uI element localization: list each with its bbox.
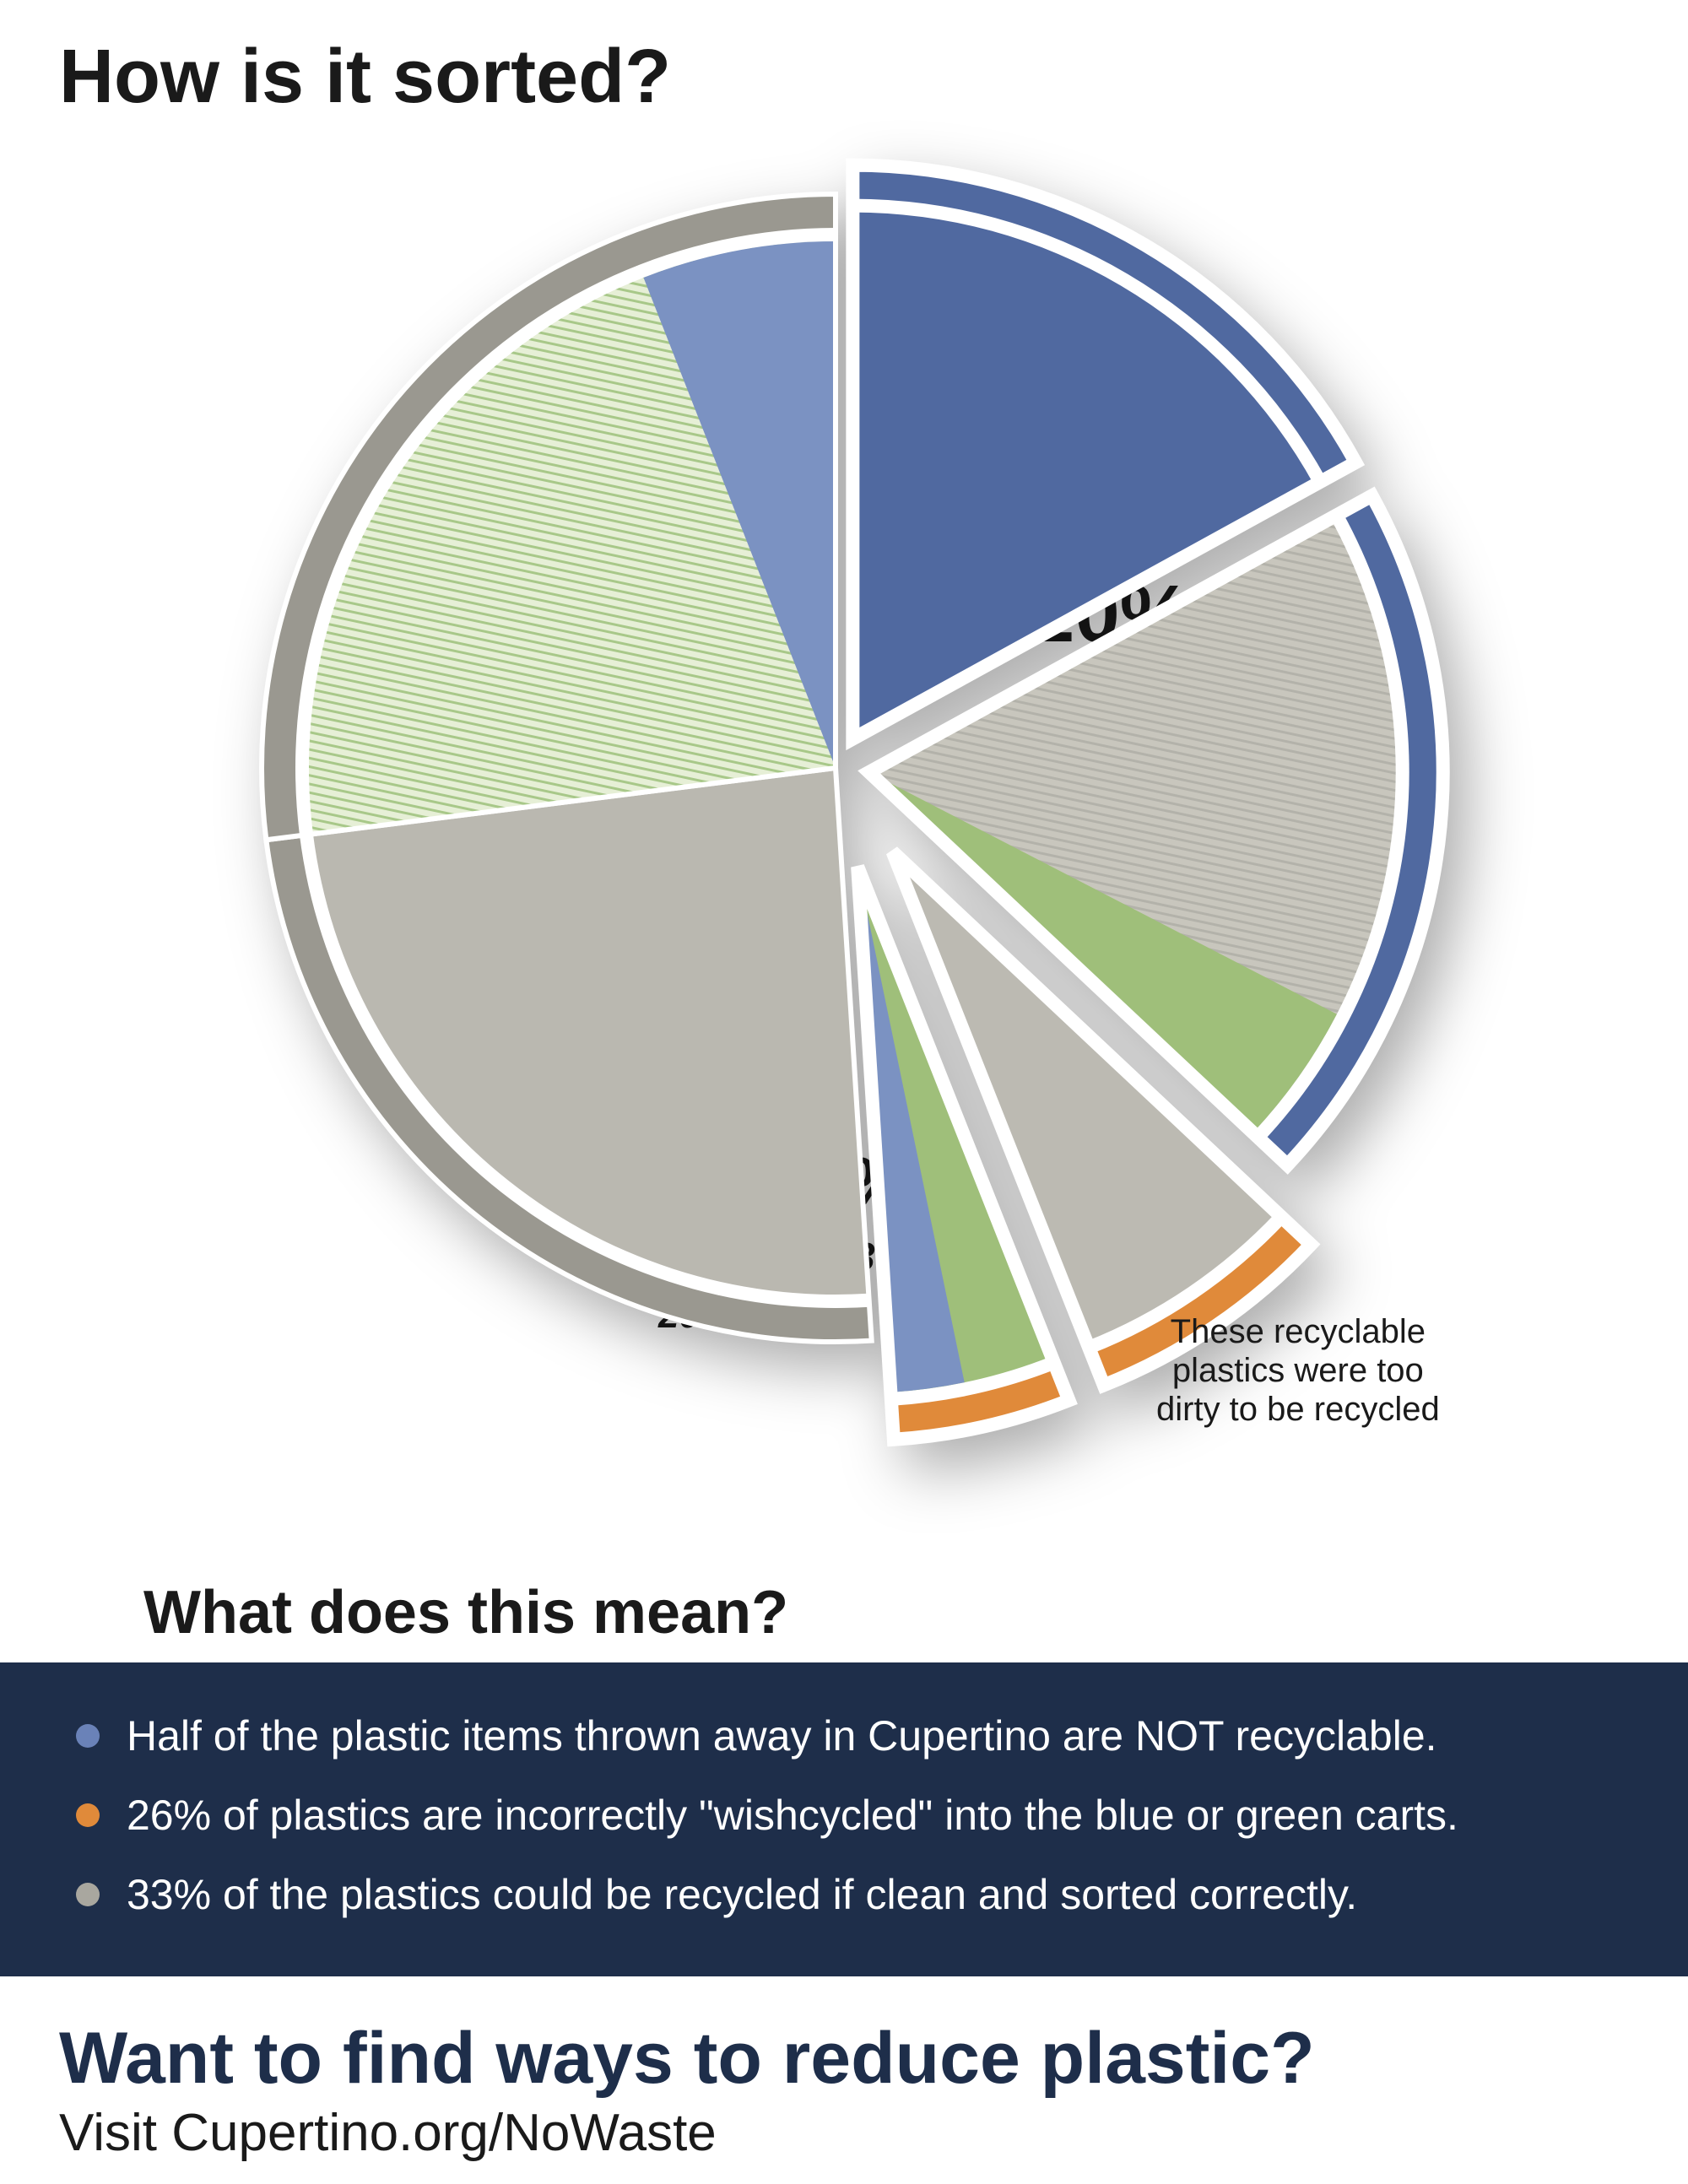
slice-not-recyclable-wrong <box>262 194 836 840</box>
bullet-dot-0 <box>76 1724 100 1748</box>
bullet-2: 33% of the plastics could be recycled if… <box>76 1855 1612 1934</box>
page: How is it sorted? 17%of recyclableplasti… <box>0 0 1688 2184</box>
bullet-dot-1 <box>76 1803 100 1827</box>
page-title: How is it sorted? <box>59 34 671 121</box>
bullet-panel: Half of the plastic items thrown away in… <box>0 1662 1688 1976</box>
bullet-dot-2 <box>76 1883 100 1906</box>
slice-not-recyclable-correct <box>266 768 871 1342</box>
bullet-1: 26% of plastics are incorrectly "wishcyc… <box>76 1776 1612 1855</box>
dirty-caption: These recyclableplastics were toodirty t… <box>1156 1312 1440 1429</box>
cta-title: Want to find ways to reduce plastic? <box>59 2017 1315 2100</box>
cta-sub: Visit Cupertino.org/NoWaste <box>59 2103 717 2163</box>
meaning-title: What does this mean? <box>143 1578 788 1647</box>
bullet-text-1: 26% of plastics are incorrectly "wishcyc… <box>127 1791 1458 1840</box>
bullet-text-0: Half of the plastic items thrown away in… <box>127 1711 1437 1760</box>
bullet-text-2: 33% of the plastics could be recycled if… <box>127 1870 1357 1919</box>
bullet-0: Half of the plastic items thrown away in… <box>76 1696 1612 1776</box>
